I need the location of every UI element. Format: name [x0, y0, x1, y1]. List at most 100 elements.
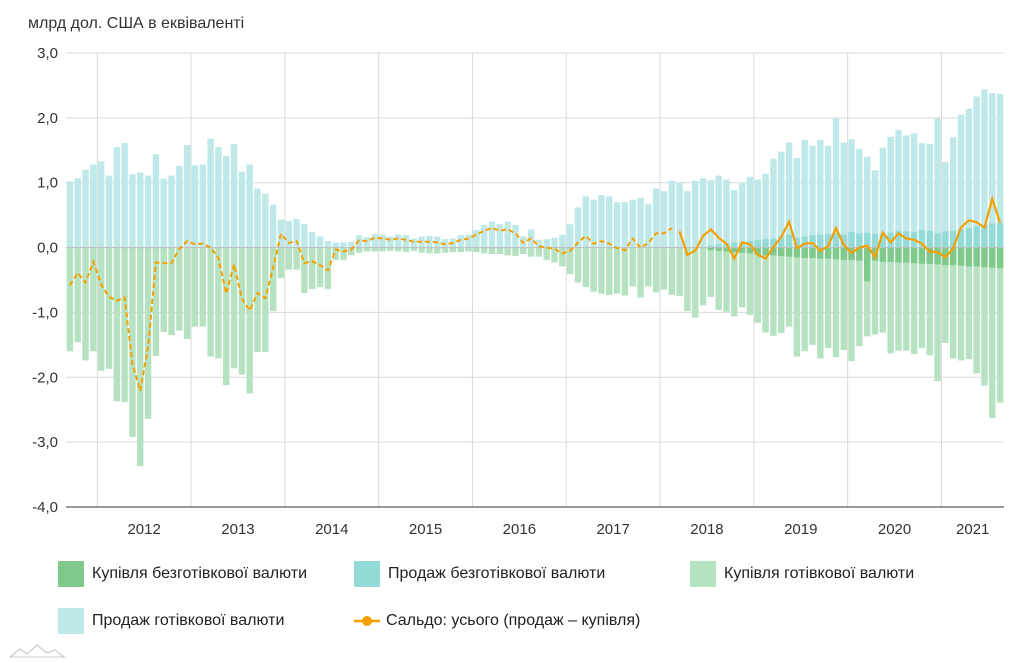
bar-sell-noncash: [918, 230, 926, 248]
bar-sell-cash: [379, 234, 386, 248]
legend-swatch: [690, 561, 716, 587]
legend-swatch: [58, 561, 84, 587]
x-tick-label: 2017: [596, 521, 629, 538]
bar-sell-cash: [582, 196, 590, 248]
bar-sell-cash: [504, 221, 511, 248]
bar-sell-cash: [879, 147, 887, 248]
bar-buy-cash: [887, 247, 894, 354]
bar-sell-cash: [996, 93, 1004, 248]
bar-sell-cash: [512, 224, 519, 248]
bar-sell-cash: [903, 135, 910, 248]
x-tick-label: 2016: [503, 521, 536, 538]
legend-label: Продаж готівкової валюти: [92, 612, 285, 629]
bar-buy-cash: [566, 247, 574, 275]
bar-sell-noncash: [778, 236, 785, 248]
bar-buy-cash: [512, 247, 519, 257]
bar-buy-cash: [379, 247, 386, 252]
bar-buy-cash: [332, 247, 339, 260]
bar-sell-cash: [613, 202, 621, 248]
legend-swatch: [58, 608, 84, 634]
bar-sell-cash: [543, 239, 550, 248]
bar-sell-noncash: [949, 230, 957, 248]
bar-buy-cash: [652, 247, 660, 293]
bar-buy-cash: [840, 247, 847, 351]
legend-item-buy-cash: Купівля готівкової валюти: [690, 561, 914, 587]
bar-buy-cash: [434, 247, 441, 254]
bar-sell-cash: [676, 182, 683, 248]
bar-sell-cash: [168, 175, 175, 248]
bar-sell-cash: [637, 197, 644, 248]
bar-buy-cash: [90, 247, 97, 352]
bar-buy-cash: [965, 247, 973, 360]
bar-buy-cash: [762, 247, 769, 333]
bar-buy-cash: [144, 247, 152, 419]
bar-sell-cash: [199, 164, 206, 248]
bar-buy-noncash: [887, 247, 894, 262]
bar-sell-cash: [324, 241, 332, 248]
bar-sell-cash: [621, 202, 629, 248]
bar-sell-cash: [348, 241, 355, 248]
bar-buy-cash: [793, 247, 801, 357]
bar-buy-cash: [926, 247, 933, 356]
bar-buy-cash: [480, 247, 488, 254]
bar-sell-cash: [910, 133, 918, 248]
bar-buy-cash: [262, 247, 269, 352]
bar-buy-cash: [527, 247, 535, 257]
bar-sell-cash: [551, 237, 558, 248]
bar-buy-noncash: [731, 247, 738, 253]
bar-sell-cash: [90, 164, 97, 248]
bar-buy-cash: [801, 247, 808, 352]
bar-buy-noncash: [809, 247, 816, 258]
bar-sell-cash: [285, 220, 292, 248]
bar-buy-cash: [449, 247, 457, 253]
legend-swatch: [354, 561, 380, 587]
bar-sell-cash: [144, 175, 152, 248]
bar-buy-noncash: [989, 247, 996, 268]
bar-sell-cash: [207, 138, 214, 248]
bar-buy-cash: [848, 247, 855, 362]
bar-sell-cash: [332, 242, 339, 248]
bar-sell-cash: [465, 234, 472, 248]
bar-buy-noncash: [981, 247, 988, 268]
bar-buy-cash: [363, 247, 371, 252]
bar-sell-cash: [535, 239, 543, 248]
bar-sell-cash: [707, 180, 715, 248]
bar-buy-cash: [981, 247, 988, 386]
y-tick-label: 3,0: [37, 45, 58, 62]
bar-sell-noncash: [996, 222, 1004, 248]
bar-buy-noncash: [856, 247, 863, 261]
bar-buy-cash: [418, 247, 425, 253]
bar-sell-noncash: [965, 228, 973, 248]
bar-buy-cash: [668, 247, 675, 295]
bar-sell-cash: [793, 158, 801, 248]
bar-buy-cash: [551, 247, 558, 263]
y-axis-unit-label: млрд дол. США в еквіваленті: [28, 15, 245, 32]
bar-sell-cash: [105, 175, 113, 248]
x-tick-label: 2020: [878, 521, 911, 538]
bar-sell-cash: [74, 178, 81, 248]
bar-sell-noncash: [731, 242, 738, 248]
bar-buy-cash: [903, 247, 910, 351]
bar-sell-cash: [574, 207, 582, 248]
x-tick-label: 2018: [690, 521, 723, 538]
x-tick-label: 2014: [315, 521, 348, 538]
mountain-logo-icon: [9, 644, 66, 658]
bar-buy-cash: [871, 247, 879, 335]
bar-buy-cash: [121, 247, 128, 402]
bar-buy-cash: [473, 247, 480, 253]
bar-sell-cash: [699, 178, 707, 248]
bar-sell-cash: [496, 224, 504, 248]
bar-buy-cash: [465, 247, 472, 252]
x-tick-label: 2019: [784, 521, 817, 538]
bar-sell-cash: [160, 178, 167, 248]
bar-sell-noncash: [762, 239, 769, 248]
bar-sell-cash: [692, 180, 699, 248]
bar-buy-cash: [559, 247, 566, 267]
bar-buy-cash: [864, 247, 871, 337]
bar-sell-cash: [340, 242, 347, 248]
bar-buy-cash: [457, 247, 464, 253]
bar-sell-cash: [754, 179, 761, 248]
bar-buy-cash: [168, 247, 175, 336]
bar-sell-cash: [559, 234, 566, 248]
bar-sell-cash: [191, 165, 199, 248]
